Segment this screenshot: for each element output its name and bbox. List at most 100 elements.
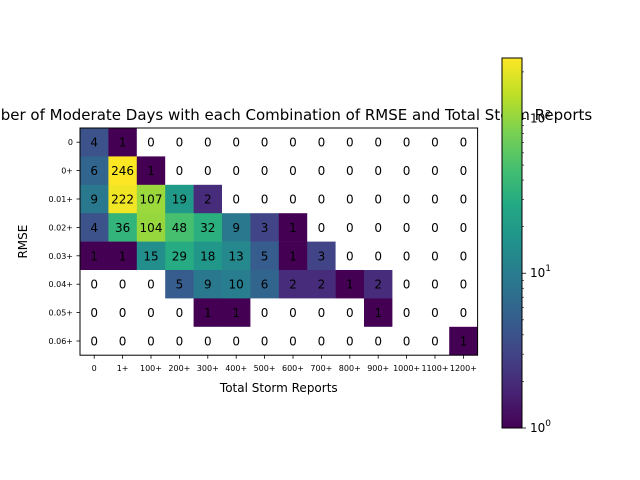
- cell-value-label: 0: [90, 278, 98, 292]
- heatmap-cell: [80, 213, 109, 242]
- cell-value-label: 246: [111, 164, 134, 178]
- x-tick-label: 1100+: [421, 364, 448, 373]
- heatmap-cell: [307, 184, 336, 214]
- heatmap-cell: [108, 326, 138, 356]
- y-tick-label: 0.04+: [48, 280, 73, 289]
- cell-value-label: 0: [346, 164, 354, 178]
- cell-value-label: 5: [176, 278, 184, 292]
- heatmap-cell: [165, 213, 194, 242]
- cell-value-label: 0: [403, 249, 411, 263]
- heatmap-cell: [193, 184, 223, 214]
- cell-value-label: 0: [318, 193, 326, 207]
- cell-value-label: 9: [204, 278, 212, 292]
- cell-value-label: 0: [431, 249, 439, 263]
- cell-value-label: 0: [346, 136, 354, 150]
- cell-value-label: 6: [261, 278, 269, 292]
- heatmap-cell: [108, 184, 138, 214]
- x-tick-label: 600+: [282, 364, 304, 373]
- cell-value-label: 222: [111, 193, 134, 207]
- heatmap-cell: [278, 270, 308, 299]
- heatmap-cell: [364, 298, 393, 328]
- heatmap-cell: [278, 213, 308, 242]
- cell-value-label: 0: [318, 164, 326, 178]
- cell-value-label: 10: [229, 278, 244, 292]
- heatmap-cell: [335, 241, 365, 271]
- cell-value-label: 1: [147, 164, 155, 178]
- cell-value-label: 18: [200, 249, 215, 263]
- x-axis-label: Total Storm Reports: [219, 381, 338, 395]
- heatmap-cell: [108, 298, 138, 328]
- cell-value-label: 0: [147, 136, 155, 150]
- heatmap-cell: [364, 241, 393, 271]
- cell-value-label: 0: [431, 335, 439, 349]
- heatmap-cell: [364, 128, 393, 157]
- heatmap-cell: [80, 156, 109, 186]
- heatmap-cell: [335, 128, 365, 157]
- heatmap-cell: [136, 184, 166, 214]
- heatmap-cell: [449, 213, 478, 242]
- x-tick-label: 1200+: [450, 364, 477, 373]
- heatmap-cell: [108, 241, 138, 271]
- heatmap-cell: [278, 241, 308, 271]
- cell-value-label: 15: [143, 249, 158, 263]
- cell-value-label: 1: [119, 249, 127, 263]
- heatmap-cell: [165, 298, 194, 328]
- heatmap-cell: [364, 156, 393, 186]
- cell-value-label: 0: [346, 335, 354, 349]
- colorbar-ticks: 100 101 102: [522, 71, 551, 435]
- heatmap-cell: [136, 213, 166, 242]
- cell-value-label: 0: [90, 306, 98, 320]
- cell-value-label: 0: [460, 193, 468, 207]
- cell-value-label: 0: [147, 306, 155, 320]
- heatmap-cell: [108, 128, 138, 157]
- cell-value-label: 3: [318, 249, 326, 263]
- heatmap-cell: [108, 213, 138, 242]
- heatmap-cell: [165, 270, 194, 299]
- x-tick-label: 300+: [197, 364, 219, 373]
- cell-value-label: 0: [374, 249, 382, 263]
- cell-value-label: 0: [232, 136, 240, 150]
- cell-value-label: 0: [403, 193, 411, 207]
- cell-value-label: 0: [232, 335, 240, 349]
- heatmap-cell: [392, 128, 422, 157]
- heatmap-cell: [80, 298, 109, 328]
- heatmap-cell: [420, 270, 450, 299]
- heatmap-cell: [335, 184, 365, 214]
- cell-value-label: 2: [318, 278, 326, 292]
- heatmap-cell: [250, 213, 280, 242]
- heatmap-cell: [193, 326, 223, 356]
- cell-value-label: 0: [119, 306, 127, 320]
- heatmap-cell: [392, 156, 422, 186]
- heatmap-cell: [307, 326, 336, 356]
- heatmap-cell: [250, 298, 280, 328]
- heatmap-cell: [392, 326, 422, 356]
- cell-value-label: 0: [403, 335, 411, 349]
- heatmap-cell: [392, 213, 422, 242]
- heatmap-cell: [250, 184, 280, 214]
- cell-value-label: 0: [318, 221, 326, 235]
- heatmap-cell: [250, 270, 280, 299]
- heatmap-cell: [307, 213, 336, 242]
- heatmap-cell: [449, 326, 478, 356]
- colorbar-tick-label: 102: [530, 109, 551, 125]
- cell-value-label: 0: [460, 136, 468, 150]
- heatmap-cell: [193, 213, 223, 242]
- cell-value-label: 1: [346, 278, 354, 292]
- cell-value-label: 0: [374, 136, 382, 150]
- cell-value-label: 0: [403, 221, 411, 235]
- heatmap-cell: [250, 128, 280, 157]
- cell-value-label: 0: [119, 278, 127, 292]
- cell-value-label: 0: [261, 306, 269, 320]
- heatmap-cell: [420, 213, 450, 242]
- cell-value-label: 0: [374, 335, 382, 349]
- heatmap-cell: [222, 326, 251, 356]
- heatmap-cell: [307, 298, 336, 328]
- heatmap-cell: [80, 128, 109, 157]
- x-tick-label: 400+: [225, 364, 247, 373]
- heatmap-cell: [278, 326, 308, 356]
- heatmap-cell: [420, 298, 450, 328]
- heatmap-cell: [278, 184, 308, 214]
- heatmap-cell: [222, 128, 251, 157]
- cell-value-label: 1: [289, 221, 297, 235]
- heatmap-cell: [165, 241, 194, 271]
